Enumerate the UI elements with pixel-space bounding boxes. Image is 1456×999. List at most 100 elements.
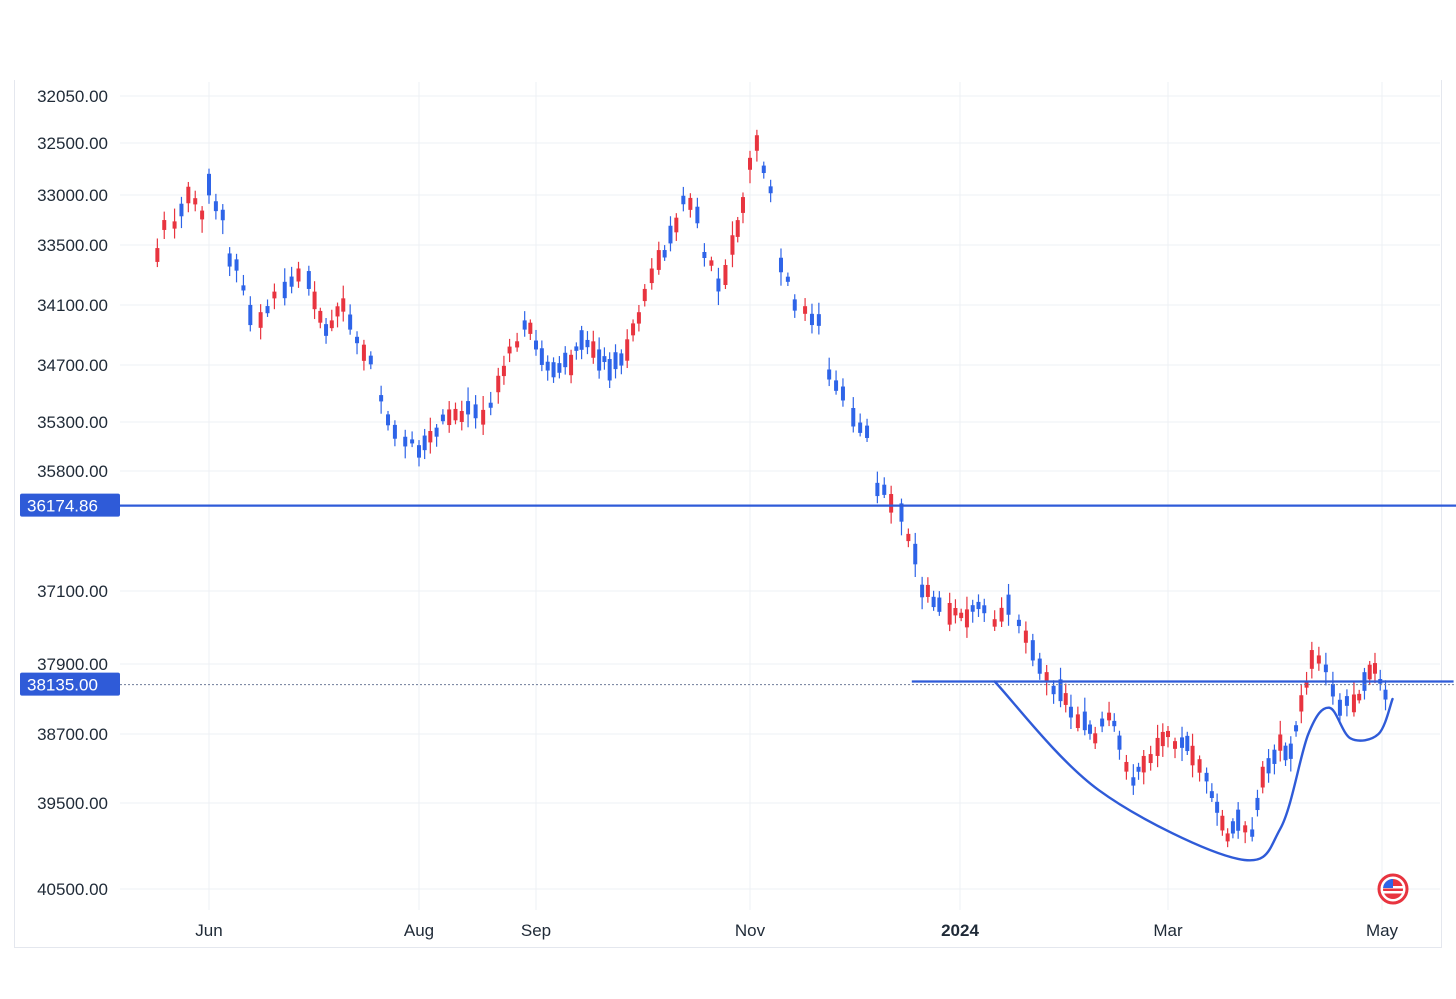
candle — [289, 266, 294, 294]
candle — [579, 325, 584, 360]
candle — [466, 387, 471, 428]
candle — [1037, 652, 1042, 680]
candle — [858, 413, 863, 437]
price-badge: 38135.00 — [20, 672, 120, 696]
y-tick-label: 33500.00 — [37, 236, 108, 255]
candle — [348, 304, 353, 335]
candle — [953, 599, 958, 624]
candle — [925, 577, 930, 603]
candle — [1316, 646, 1321, 671]
y-tick-label: 37100.00 — [37, 582, 108, 601]
candle — [248, 296, 253, 332]
candle — [453, 402, 458, 425]
candle — [1131, 764, 1136, 795]
candle — [1173, 737, 1178, 759]
x-tick-label: Jun — [195, 921, 222, 940]
candle — [1294, 721, 1299, 737]
candle — [1075, 706, 1080, 732]
candle — [1051, 680, 1056, 704]
candle — [735, 216, 740, 243]
candle — [982, 598, 987, 622]
candle — [422, 428, 427, 460]
candle — [539, 340, 544, 372]
candle — [324, 317, 329, 344]
candle — [740, 192, 745, 224]
grid-lines — [120, 82, 1440, 910]
candle — [515, 332, 520, 352]
candle — [681, 186, 686, 212]
candle — [428, 417, 433, 454]
y-tick-label: 38700.00 — [37, 725, 108, 744]
x-tick-label: Nov — [735, 921, 766, 940]
candle — [662, 245, 667, 261]
candle — [410, 431, 415, 448]
candle — [1068, 694, 1073, 729]
candle — [865, 418, 870, 442]
candle — [1093, 726, 1098, 749]
candle — [695, 197, 700, 229]
candle — [1260, 761, 1265, 794]
candle — [282, 268, 287, 306]
candle — [688, 193, 693, 218]
candle — [1337, 693, 1342, 725]
candle — [355, 331, 360, 355]
candle — [1197, 755, 1202, 782]
candle — [668, 216, 673, 252]
candle — [585, 331, 590, 355]
candle — [1236, 802, 1241, 839]
candle — [597, 337, 602, 379]
candle — [816, 302, 821, 335]
candle — [1230, 818, 1235, 839]
us-flag-icon[interactable] — [1377, 873, 1409, 905]
candle — [522, 311, 527, 337]
candle — [920, 576, 925, 610]
y-tick-label: 34100.00 — [37, 296, 108, 315]
candle — [179, 196, 184, 229]
candle — [341, 285, 346, 322]
candle — [361, 339, 366, 371]
candle — [709, 256, 714, 272]
cup-and-handle-curve — [993, 680, 1394, 862]
candle — [1288, 736, 1293, 772]
candle — [625, 329, 630, 369]
candle — [569, 349, 574, 384]
candle — [1016, 614, 1021, 634]
candle — [792, 294, 797, 318]
candle — [1063, 683, 1068, 713]
overlays — [120, 504, 1456, 862]
candle — [1030, 633, 1035, 667]
candle — [318, 307, 323, 329]
candle — [785, 272, 790, 286]
candle — [1255, 789, 1260, 817]
candle — [1185, 731, 1190, 756]
candle — [809, 303, 814, 334]
candle — [730, 221, 735, 268]
chart-frame — [14, 80, 1442, 948]
candles — [155, 129, 1388, 848]
candle — [1304, 671, 1309, 695]
candle — [840, 378, 845, 407]
candle — [851, 397, 856, 433]
candle — [1383, 680, 1388, 711]
y-tick-label: 32050.00 — [37, 87, 108, 106]
candle — [613, 344, 618, 379]
candle — [403, 429, 408, 459]
x-tick-label: Mar — [1153, 921, 1183, 940]
candle — [1117, 730, 1122, 760]
candle — [1088, 720, 1092, 740]
candle — [1100, 711, 1105, 733]
candle — [631, 319, 636, 342]
candle — [241, 274, 246, 296]
candle — [440, 409, 445, 425]
candle — [1058, 667, 1063, 708]
candle — [392, 420, 397, 447]
candle — [1155, 724, 1160, 768]
candle — [1225, 828, 1230, 848]
candle — [999, 597, 1004, 627]
y-tick-label: 32500.00 — [37, 134, 108, 153]
candle — [803, 298, 808, 321]
candle — [906, 528, 911, 548]
x-tick-label: 2024 — [941, 921, 979, 940]
candle — [1204, 767, 1209, 794]
